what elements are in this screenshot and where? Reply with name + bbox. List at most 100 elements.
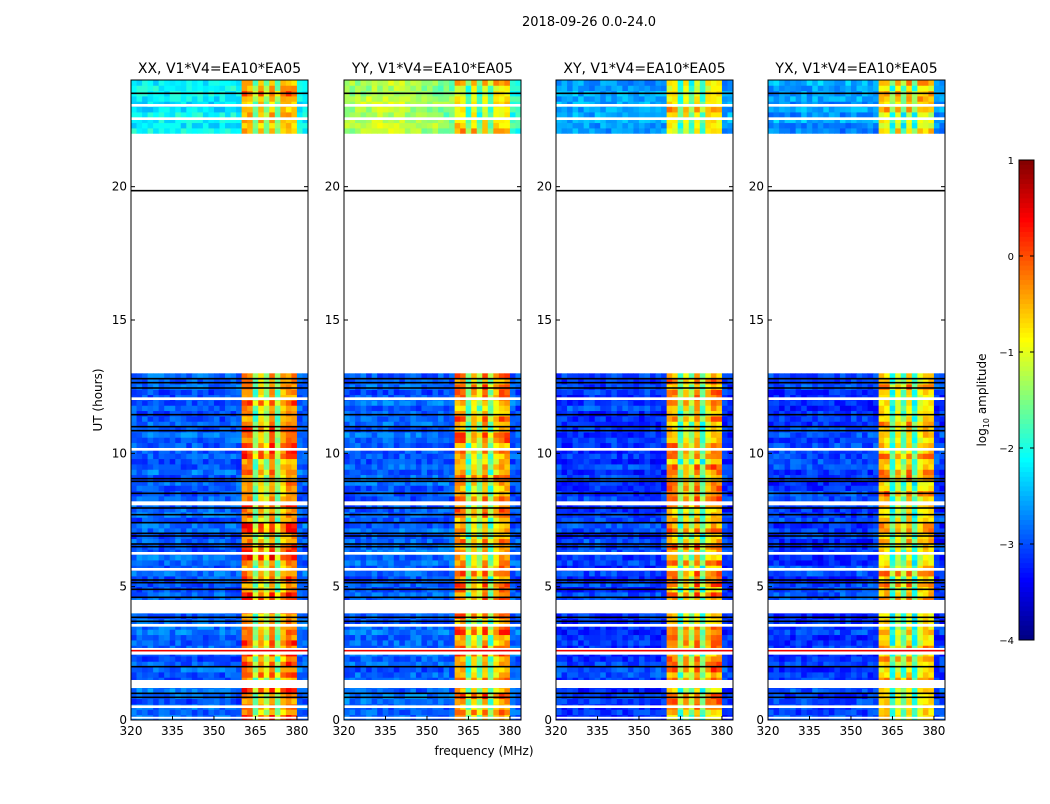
- heatmap-cell: [482, 629, 488, 635]
- heatmap-cell: [297, 432, 303, 438]
- heatmap-cell: [214, 384, 220, 390]
- heatmap-cell: [350, 672, 356, 678]
- data-gap: [131, 552, 308, 555]
- heatmap-cell: [214, 112, 220, 118]
- heatmap-cell: [416, 613, 422, 619]
- heatmap-cell: [510, 96, 516, 102]
- heatmap-cell: [131, 80, 137, 86]
- heatmap-cell: [231, 699, 237, 705]
- heatmap-cell: [280, 693, 286, 699]
- heatmap-cell: [225, 80, 231, 86]
- heatmap-cell: [258, 571, 264, 577]
- flag-line: [344, 93, 521, 95]
- heatmap-cell: [225, 437, 231, 443]
- heatmap-cell: [595, 709, 601, 715]
- data-gap: [344, 501, 521, 505]
- heatmap-cell: [410, 432, 416, 438]
- heatmap-cell: [280, 699, 286, 705]
- heatmap-cell: [427, 128, 433, 134]
- heatmap-cell: [264, 389, 270, 395]
- heatmap-cell: [366, 475, 372, 481]
- heatmap-cell: [214, 405, 220, 411]
- heatmap-cell: [372, 555, 378, 561]
- heatmap-cell: [137, 379, 143, 385]
- heatmap-cell: [153, 443, 159, 449]
- heatmap-cell: [477, 389, 483, 395]
- heatmap-cell: [410, 128, 416, 134]
- heatmap-cell: [197, 389, 203, 395]
- heatmap-cell: [493, 128, 499, 134]
- heatmap-cell: [510, 635, 516, 641]
- heatmap-cell: [280, 629, 286, 635]
- heatmap-cell: [372, 576, 378, 582]
- heatmap-cell: [131, 437, 137, 443]
- heatmap-cell: [159, 640, 165, 646]
- flag-line: [344, 493, 521, 495]
- data-gap: [344, 104, 521, 107]
- heatmap-cell: [137, 656, 143, 662]
- heatmap-cell: [416, 411, 422, 417]
- heatmap-cell: [416, 128, 422, 134]
- heatmap-cell: [225, 709, 231, 715]
- heatmap-cell: [148, 405, 154, 411]
- heatmap-cell: [225, 469, 231, 475]
- heatmap-cell: [297, 709, 303, 715]
- heatmap-cell: [186, 107, 192, 113]
- heatmap-cell: [236, 635, 242, 641]
- heatmap-cell: [208, 416, 214, 422]
- heatmap-cell: [137, 560, 143, 566]
- heatmap-cell: [460, 80, 466, 86]
- heatmap-cell: [350, 400, 356, 406]
- data-gap: [344, 624, 521, 627]
- heatmap-cell: [142, 635, 148, 641]
- heatmap-cell: [366, 80, 372, 86]
- heatmap-cell: [186, 416, 192, 422]
- heatmap-cell: [247, 416, 253, 422]
- heatmap-cell: [291, 613, 297, 619]
- heatmap-cell: [399, 523, 405, 529]
- heatmap-cell: [131, 453, 137, 459]
- heatmap-cell: [410, 405, 416, 411]
- heatmap-cell: [466, 85, 472, 91]
- heatmap-cell: [197, 699, 203, 705]
- heatmap-cell: [466, 379, 472, 385]
- heatmap-cell: [153, 667, 159, 673]
- heatmap-cell: [471, 112, 477, 118]
- heatmap-cell: [471, 485, 477, 491]
- heatmap-cell: [231, 667, 237, 673]
- heatmap-cell: [433, 400, 439, 406]
- heatmap-cell: [236, 437, 242, 443]
- heatmap-cell: [231, 576, 237, 582]
- heatmap-cell: [383, 112, 389, 118]
- heatmap-cell: [258, 107, 264, 113]
- heatmap-cell: [275, 635, 281, 641]
- heatmap-cell: [203, 709, 209, 715]
- heatmap-cell: [416, 107, 422, 113]
- heatmap-cell: [148, 128, 154, 134]
- heatmap-cell: [253, 496, 259, 502]
- heatmap-cell: [488, 640, 494, 646]
- heatmap-cell: [344, 475, 350, 481]
- heatmap-cell: [280, 85, 286, 91]
- heatmap-cell: [170, 523, 176, 529]
- heatmap-cell: [438, 640, 444, 646]
- heatmap-cell: [159, 667, 165, 673]
- heatmap-cell: [286, 432, 292, 438]
- heatmap-cell: [355, 416, 361, 422]
- heatmap-cell: [247, 432, 253, 438]
- heatmap-cell: [438, 667, 444, 673]
- heatmap-cell: [410, 709, 416, 715]
- heatmap-cell: [383, 555, 389, 561]
- heatmap-cell: [186, 555, 192, 561]
- heatmap-cell: [405, 453, 411, 459]
- heatmap-cell: [460, 635, 466, 641]
- heatmap-cell: [258, 85, 264, 91]
- heatmap-cell: [197, 640, 203, 646]
- heatmap-cell: [220, 123, 226, 129]
- heatmap-cell: [253, 485, 259, 491]
- heatmap-cell: [203, 384, 209, 390]
- heatmap-cell: [388, 667, 394, 673]
- heatmap-cell: [153, 128, 159, 134]
- heatmap-cell: [280, 384, 286, 390]
- heatmap-cell: [220, 459, 226, 465]
